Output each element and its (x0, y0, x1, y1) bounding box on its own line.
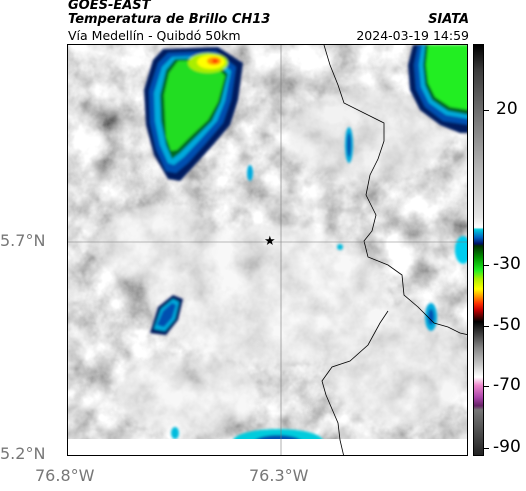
colorbar-tick (484, 326, 489, 327)
colorbar-label: -90 (493, 437, 521, 457)
colorbar-tick (484, 386, 489, 387)
temperature-colorbar (473, 44, 484, 456)
lat-tick-label: 5.2°N (0, 444, 46, 463)
organization-label: SIATA (428, 12, 469, 27)
cold-cloud-cell-northeast (408, 45, 467, 133)
datetime-label: 2024-03-19 14:59 (356, 28, 469, 43)
colorbar-label: -70 (493, 375, 521, 395)
border-line-south (321, 310, 389, 455)
colorbar-label: -30 (493, 254, 521, 274)
location-label: Vía Medellín - Quibdó 50km (68, 28, 241, 43)
cloud-haze (98, 90, 467, 435)
satellite-map[interactable]: ★ (67, 44, 468, 456)
cold-cloud-cell-north (144, 47, 243, 181)
satellite-title: GOES-EAST (68, 0, 151, 13)
no-data-strip (68, 439, 467, 455)
colorbar-label: 20 (496, 99, 518, 119)
colorbar-tick (484, 110, 489, 111)
colorbar-label: -50 (493, 315, 521, 335)
lon-tick-label: 76.3°W (249, 466, 309, 485)
star-icon: ★ (264, 234, 276, 249)
lat-tick-label: 5.7°N (0, 231, 46, 250)
colorbar-tick (484, 448, 489, 449)
product-title: Temperatura de Brillo CH13 (68, 12, 271, 27)
lon-tick-label: 76.8°W (35, 466, 95, 485)
colorbar-tick (484, 265, 489, 266)
border-line (323, 45, 467, 335)
cold-cloud-cell-west (150, 295, 183, 335)
